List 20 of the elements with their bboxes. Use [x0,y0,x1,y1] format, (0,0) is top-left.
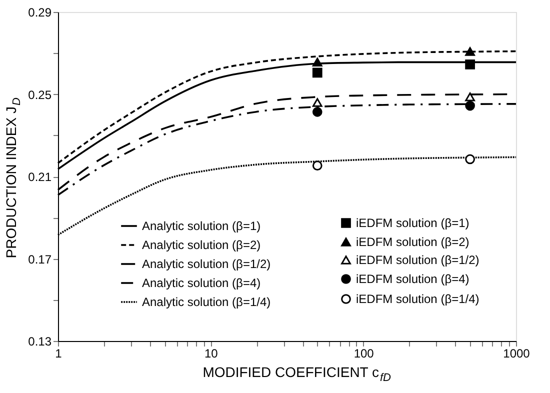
x-tick-label: 10 [204,346,218,360]
y-tick-label: 0.25 [28,88,52,102]
legend-label: iEDFM solution (β=2) [356,235,470,249]
legend-label: iEDFM solution (β=1) [356,216,470,230]
y-axis-title: PRODUCTION INDEX JD [3,98,23,258]
y-tick-label: 0.21 [28,170,52,184]
legend-label: iEDFM solution (β=4) [356,272,470,286]
legend-label: Analytic solution (β=1) [142,219,261,233]
y-tick-label: 0.13 [28,334,52,348]
x-tick-label: 100 [354,346,374,360]
legend-label: Analytic solution (β=1/4) [142,295,271,309]
legend-label: Analytic solution (β=2) [142,238,261,252]
legend-label: iEDFM solution (β=1/2) [356,253,480,267]
x-tick-label: 1000 [503,346,530,360]
y-tick-label: 0.29 [28,6,52,20]
legend-label: iEDFM solution (β=1/4) [356,292,480,306]
x-tick-label: 1 [55,346,62,360]
y-tick-label: 0.17 [28,252,52,266]
legend-label: Analytic solution (β=4) [142,276,261,290]
legend-label: Analytic solution (β=1/2) [142,257,271,271]
